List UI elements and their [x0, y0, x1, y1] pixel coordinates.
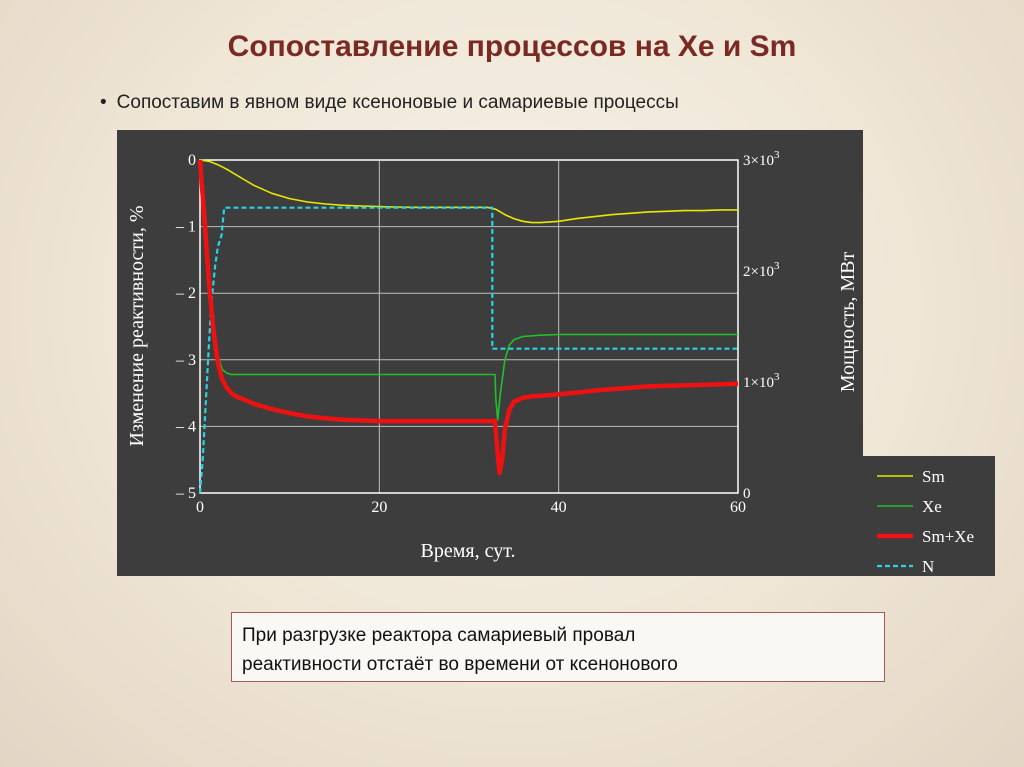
y-tick-label: – 3	[175, 352, 196, 369]
y-tick-label: 0	[188, 152, 196, 169]
bullet-text: Сопоставим в явном виде ксеноновые и сам…	[116, 92, 679, 113]
y2-tick-label: 0	[743, 486, 751, 502]
legend-label-smxe: Sm+Xe	[922, 527, 974, 546]
series-group	[197, 159, 739, 494]
note-box: При разгрузке реактора самариевый провал…	[231, 612, 885, 682]
x-axis-label: Время, сут.	[421, 540, 516, 562]
x-tick-label: 60	[730, 499, 746, 516]
note-line-2: реактивности отстаёт во времени от ксено…	[242, 654, 678, 675]
y2-tick-label: 3×103	[743, 149, 780, 169]
chart-background	[117, 130, 863, 576]
series-line-smxe	[197, 159, 739, 476]
x-tick-label: 20	[371, 499, 387, 516]
bullet-point: • Сопоставим в явном виде ксеноновые и са…	[100, 92, 679, 114]
x-tick-label: 40	[551, 499, 567, 516]
y-tick-label: – 5	[175, 485, 196, 502]
note-line-1: При разгрузке реактора самариевый провал	[242, 625, 636, 646]
bullet-dot-icon: •	[100, 92, 107, 113]
y-axis-label: Изменение реактивности, %	[126, 206, 148, 447]
x-tick-label: 0	[196, 499, 204, 516]
series-line-n	[198, 206, 738, 494]
y-tick-label: – 4	[175, 418, 196, 435]
grid	[200, 160, 738, 493]
y2-axis-label: Мощность, МВт	[837, 252, 859, 393]
legend-label-n: N	[922, 557, 934, 576]
legend-label-sm: Sm	[922, 467, 945, 486]
legend: Sm Xe Sm+Xe N	[877, 467, 974, 576]
y2-tick-label: 1×103	[743, 371, 780, 391]
legend-label-xe: Xe	[922, 497, 942, 516]
y-tick-label: – 1	[175, 219, 196, 236]
y-tick-label: – 2	[175, 285, 196, 302]
plot-area-border	[199, 159, 739, 494]
y2-tick-label: 2×103	[743, 260, 780, 280]
slide-title: Сопоставление процессов на Xe и Sm	[227, 30, 797, 63]
